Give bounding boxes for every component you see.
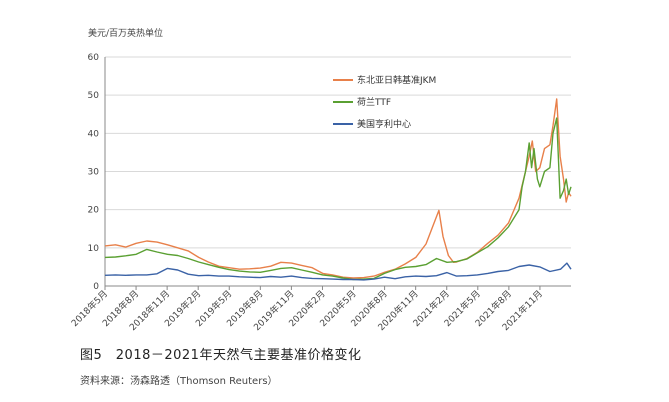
- legend-label: 东北亚日韩基准JKM: [357, 74, 436, 86]
- y-tick-labels: 0 10 20 30 40 50 60: [88, 53, 100, 292]
- y-tick-label: 10: [88, 244, 100, 254]
- y-tick-label: 30: [88, 168, 100, 178]
- x-tick-labels: 2018年5月2018年8月2018年11月2019年2月2019年5月2019…: [69, 286, 545, 333]
- y-tick-label: 40: [88, 129, 100, 139]
- y-axis-label: 美元/百万英热单位: [88, 27, 163, 39]
- grid-lines: [104, 56, 571, 287]
- y-tick-label: 0: [93, 282, 99, 292]
- legend: 东北亚日韩基准JKM 荷兰TTF 美国亨利中心: [333, 74, 436, 130]
- figure-caption: 图5 2018－2021年天然气主要基准价格变化: [80, 348, 362, 363]
- series-line-0: [104, 98, 572, 279]
- y-tick-label: 60: [88, 53, 100, 63]
- legend-label: 荷兰TTF: [357, 96, 391, 108]
- series-line-2: [104, 262, 572, 281]
- y-tick-label: 50: [88, 91, 100, 101]
- y-tick-label: 20: [88, 206, 100, 216]
- source-note: 资料来源：汤森路透（Thomson Reuters）: [80, 376, 278, 387]
- series-line-1: [104, 117, 572, 281]
- series-lines: [104, 98, 572, 281]
- legend-label: 美国亨利中心: [357, 118, 411, 130]
